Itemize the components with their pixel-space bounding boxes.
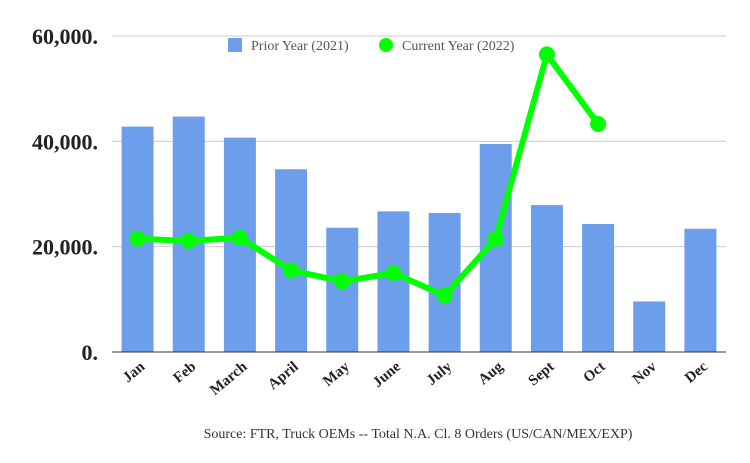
line-point [231,229,248,246]
bars-prior-year [121,116,717,352]
y-tick-label: 0. [82,340,99,365]
x-tick-label: June [370,359,404,391]
line-point [538,46,555,63]
line-point [590,115,607,132]
legend-marker-current-year [379,38,393,52]
x-tick-label: Feb [171,359,200,387]
legend-label-current-year: Current Year (2022) [402,39,515,54]
x-tick-label: Aug [476,358,507,388]
line-point [283,262,300,279]
line-current-year [129,46,607,304]
y-tick-label: 20,000. [32,235,98,260]
bar [582,224,615,352]
x-tick-label: March [207,358,251,398]
gridlines [112,35,726,248]
x-tick-label: Nov [630,358,660,387]
source-note: Source: FTR, Truck OEMs -- Total N.A. Cl… [204,427,633,442]
bar [684,228,717,352]
bar [377,211,410,352]
x-tick-label: Jan [120,358,149,386]
y-axis-ticks: 0. 20,000. 40,000. 60,000. [32,24,98,365]
line-point [129,230,146,247]
bar [530,205,563,352]
x-tick-label: July [424,358,456,388]
x-tick-label: Dec [682,359,711,387]
x-tick-label: May [320,358,353,389]
line-point [436,287,453,304]
bar [326,227,359,352]
x-axis-ticks: Jan Feb March April May June July Aug Sept Oct Nov… [120,358,711,398]
line-point [487,230,504,247]
line-point [180,232,197,249]
legend-swatch-prior-year [228,38,242,52]
legend: Prior Year (2021) Current Year (2022) [228,38,515,54]
y-tick-label: 40,000. [32,129,98,154]
x-tick-label: Sept [525,359,557,389]
line-point [334,273,351,290]
bar [633,301,666,352]
x-tick-label: April [265,359,301,393]
line-point [385,265,402,281]
legend-label-prior-year: Prior Year (2021) [251,39,349,54]
x-tick-label: Oct [580,359,608,386]
series-line [134,51,602,299]
y-tick-label: 60,000. [32,24,98,49]
